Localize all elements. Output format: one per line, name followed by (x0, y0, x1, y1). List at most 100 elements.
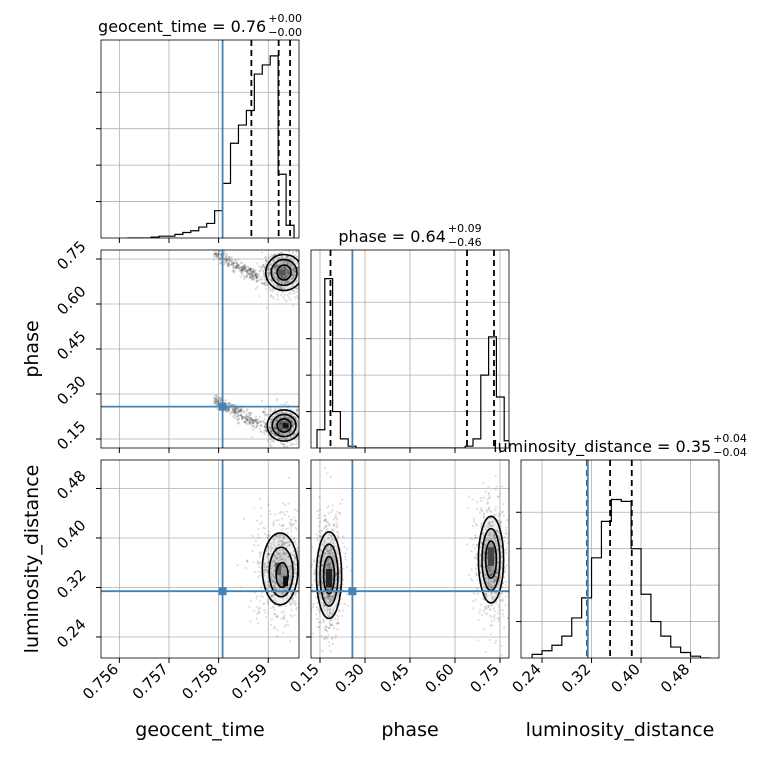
sample-point (256, 560, 259, 563)
sample-point (317, 561, 320, 564)
sample-point (241, 416, 244, 419)
sample-point (281, 528, 284, 531)
sample-point (280, 581, 283, 584)
sample-point (273, 606, 276, 609)
sample-point (275, 600, 278, 603)
sample-point (488, 585, 491, 588)
sample-point (281, 442, 284, 446)
sample-point (231, 262, 234, 265)
sample-point (287, 269, 290, 272)
sample-point (290, 517, 293, 521)
sample-point (294, 416, 297, 419)
sample-point (491, 520, 494, 523)
sample-point (267, 602, 270, 605)
sample-point (321, 543, 324, 546)
sample-point (242, 275, 245, 278)
sample-point (337, 615, 340, 618)
sample-point (291, 267, 294, 270)
sample-point (279, 422, 282, 425)
sample-point (279, 261, 282, 264)
sample-point (259, 506, 263, 509)
sample-point (505, 564, 508, 567)
sample-point (237, 414, 241, 417)
sample-point (289, 436, 292, 439)
sample-point (290, 553, 293, 556)
sample-point (281, 501, 285, 505)
sample-point (504, 529, 508, 532)
sample-point (278, 512, 281, 515)
sample-point (223, 251, 226, 255)
sample-point (286, 436, 289, 440)
sample-point (479, 571, 482, 574)
sample-point (288, 570, 291, 573)
sample-point (269, 430, 272, 433)
sample-point (263, 425, 266, 428)
sample-point (323, 608, 327, 612)
sample-point (233, 409, 236, 412)
sample-point (483, 574, 487, 577)
sample-point (338, 568, 341, 571)
sample-point (275, 399, 278, 402)
sample-point (482, 513, 486, 516)
sample-point (283, 415, 286, 419)
sample-point (332, 541, 335, 545)
sample-point (253, 274, 256, 278)
sample-point (269, 264, 273, 267)
sample-point (283, 266, 286, 269)
sample-point (283, 437, 286, 440)
sample-point (337, 536, 340, 539)
sample-point (493, 514, 496, 517)
sample-point (271, 417, 275, 420)
sample-point (291, 289, 294, 292)
sample-point (264, 429, 267, 432)
sample-point (268, 426, 271, 429)
sample-point (479, 499, 483, 502)
sample-point (274, 407, 277, 411)
sample-point (276, 262, 279, 265)
sample-point (292, 267, 295, 270)
sample-point (332, 542, 335, 545)
sample-point (277, 543, 281, 546)
sample-point (258, 269, 262, 272)
density-core (275, 562, 282, 576)
sample-point (313, 569, 316, 572)
sample-point (244, 269, 247, 273)
sample-point (342, 609, 345, 612)
sample-point (326, 506, 329, 509)
sample-point (227, 258, 230, 262)
sample-point (296, 551, 299, 554)
sample-point (273, 554, 276, 557)
sample-point (312, 573, 316, 576)
sample-point (278, 553, 281, 556)
sample-point (328, 594, 331, 597)
sample-point (255, 419, 258, 422)
sample-point (248, 268, 252, 271)
sample-point (215, 400, 218, 403)
sample-point (252, 420, 255, 423)
sample-point (286, 255, 289, 258)
sample-point (273, 427, 277, 430)
sample-point (284, 438, 288, 441)
sample-point (273, 272, 276, 275)
sample-point (278, 523, 281, 526)
sample-point (264, 568, 267, 571)
sample-point (279, 423, 282, 426)
sample-point (496, 552, 499, 555)
sample-point (337, 621, 340, 625)
sample-point (278, 287, 281, 290)
sample-point (278, 257, 281, 260)
sample-point (339, 512, 342, 515)
sample-point (278, 416, 281, 419)
sample-point (269, 418, 272, 421)
sample-point (264, 568, 267, 571)
sample-point (274, 588, 277, 591)
sample-point (254, 419, 257, 423)
sample-point (270, 420, 273, 423)
sample-point (243, 411, 246, 414)
sample-point (285, 268, 288, 271)
sample-point (329, 619, 332, 623)
sample-point (288, 431, 291, 435)
sample-point (491, 569, 494, 572)
sample-point (245, 559, 248, 562)
sample-point (484, 606, 487, 609)
